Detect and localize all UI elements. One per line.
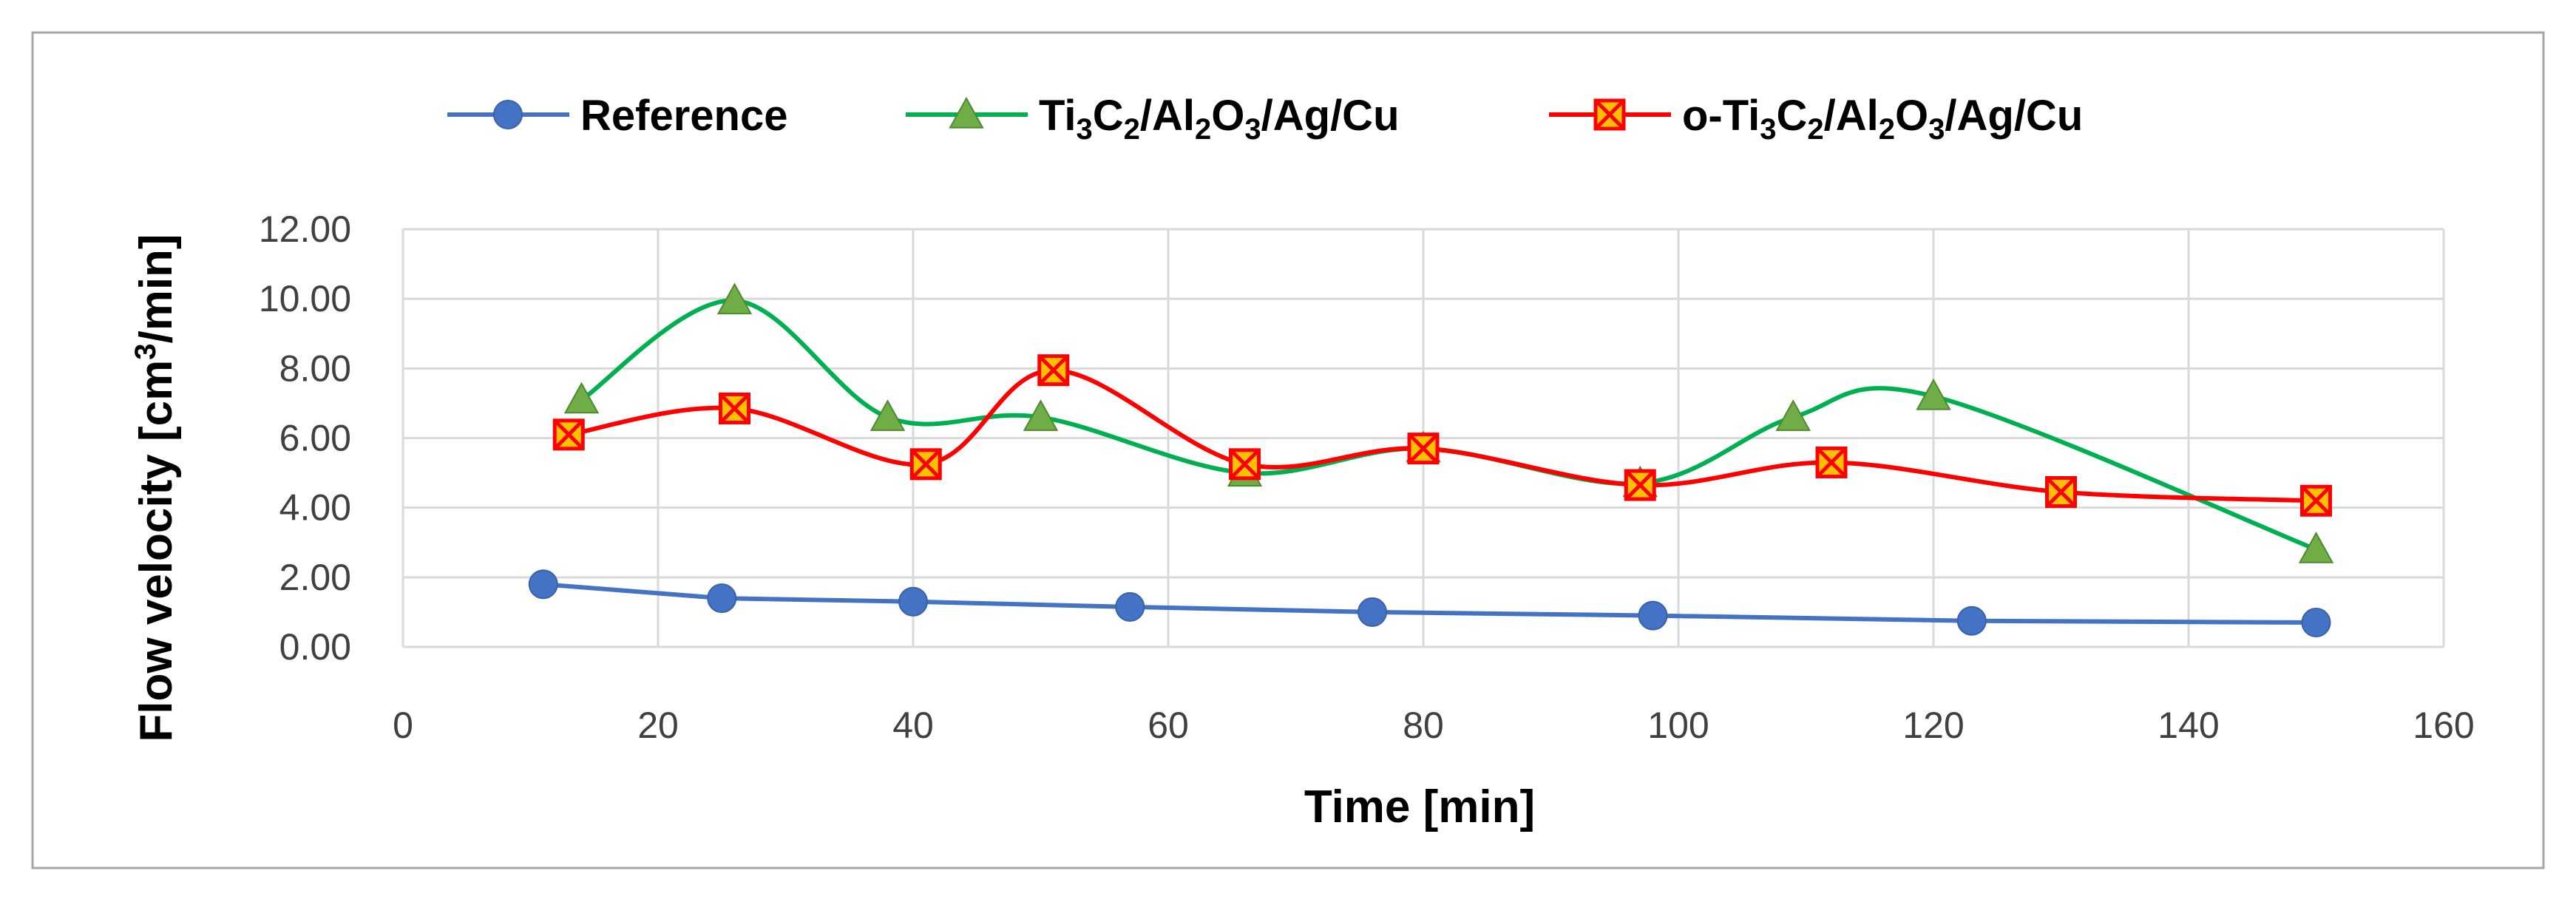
data-point-2 xyxy=(1815,446,1848,478)
data-point-2 xyxy=(2045,475,2077,508)
y-tick-label: 12.00 xyxy=(259,208,351,250)
legend-label-1: Ti3C2/Al2O3/Ag/Cu xyxy=(1039,92,1400,146)
legend-text: O xyxy=(1895,92,1928,140)
legend-text: C xyxy=(1777,92,1808,140)
x-tick-label: 100 xyxy=(1647,705,1709,746)
data-point-2 xyxy=(1037,354,1070,387)
data-point-0 xyxy=(707,583,737,614)
data-point-2 xyxy=(1407,433,1440,465)
data-point-0 xyxy=(1956,606,1987,636)
legend-subscript: 3 xyxy=(1928,113,1945,146)
legend-subscript: 2 xyxy=(1807,113,1823,146)
x-tick-label: 140 xyxy=(2158,705,2219,746)
data-point-0 xyxy=(528,569,558,600)
data-point-2 xyxy=(719,392,750,424)
y-tick-label: 6.00 xyxy=(279,418,351,459)
data-point-0 xyxy=(1638,600,1668,631)
data-point-2 xyxy=(909,448,942,481)
legend-text: o-Ti xyxy=(1682,92,1760,140)
series-layer xyxy=(528,282,2334,638)
legend: Reference Ti3C2/Al2O3/Ag/Cu o-Ti3C2/Al2O3/… xyxy=(447,92,2083,146)
axes: 0.00 2.00 4.00 6.00 8.00 10.00 12.00 0 20 40 60 80 1… xyxy=(259,208,2475,746)
data-point-2 xyxy=(1229,448,1261,481)
legend-text: /Al xyxy=(1140,92,1195,140)
legend-subscript: 2 xyxy=(1124,113,1140,146)
legend-text: /Al xyxy=(1824,92,1879,140)
data-point-0 xyxy=(1115,591,1145,622)
series-line-0 xyxy=(543,582,2316,625)
data-point-0 xyxy=(2301,608,2331,638)
legend-text: C xyxy=(1093,92,1124,140)
legend-text: Ti xyxy=(1039,92,1077,140)
x-tick-label: 0 xyxy=(393,705,413,746)
data-point-2-cross xyxy=(1037,354,1069,386)
data-point-2 xyxy=(2300,484,2332,517)
series-2 xyxy=(552,354,2332,517)
data-point-1 xyxy=(716,282,753,315)
legend-label-0: Reference xyxy=(580,92,787,140)
grid xyxy=(401,228,2445,648)
y-axis-title: Flow velocity [cm3/min] xyxy=(129,234,182,742)
y-tick-label: 0.00 xyxy=(279,626,351,668)
legend-item-2: o-Ti3C2/Al2O3/Ag/Cu xyxy=(1549,92,2083,146)
y-axis-title-rest: /min] xyxy=(131,234,182,343)
data-point-2 xyxy=(552,418,585,451)
data-point-2-cross xyxy=(1816,447,1847,478)
y-tick-label: 4.00 xyxy=(279,487,351,529)
legend-subscript: 2 xyxy=(1195,113,1211,146)
x-tick-label: 160 xyxy=(2413,705,2474,746)
data-point-2-cross xyxy=(1229,449,1261,480)
series-0 xyxy=(528,569,2331,638)
data-point-2-cross xyxy=(1408,433,1439,464)
data-point-2-cross xyxy=(553,419,585,450)
data-point-1 xyxy=(1023,399,1059,431)
legend-subscript: 3 xyxy=(1760,113,1776,146)
legend-item-1: Ti3C2/Al2O3/Ag/Cu xyxy=(906,92,1400,146)
data-point-2-cross xyxy=(910,449,942,480)
legend-marker-0 xyxy=(493,100,523,129)
y-axis-title-superscript: 3 xyxy=(129,344,162,360)
legend-marker-2-cross xyxy=(1594,99,1625,130)
y-tick-label: 10.00 xyxy=(259,278,351,319)
series-line-2 xyxy=(568,367,2316,503)
legend-marker-2 xyxy=(1593,98,1626,131)
x-axis-title: Time [min] xyxy=(1304,781,1535,833)
data-point-1 xyxy=(1775,399,1811,431)
legend-text: Reference xyxy=(580,92,787,140)
data-point-0 xyxy=(898,586,928,617)
data-point-1 xyxy=(2298,532,2334,563)
y-tick-label: 2.00 xyxy=(279,557,351,598)
legend-item-0: Reference xyxy=(447,92,787,140)
x-tick-label: 120 xyxy=(1902,705,1964,746)
data-point-2 xyxy=(1624,469,1656,501)
y-tick-label: 8.00 xyxy=(279,347,351,389)
x-tick-label: 60 xyxy=(1148,705,1189,746)
data-point-2-cross xyxy=(1624,469,1656,501)
x-tick-label: 40 xyxy=(892,705,934,746)
legend-text: O xyxy=(1211,92,1244,140)
legend-subscript: 3 xyxy=(1244,113,1261,146)
legend-subscript: 2 xyxy=(1879,113,1895,146)
legend-marker-1 xyxy=(949,96,984,129)
data-point-1 xyxy=(1916,378,1951,410)
legend-subscript: 3 xyxy=(1077,113,1093,146)
legend-label-2: o-Ti3C2/Al2O3/Ag/Cu xyxy=(1682,92,2083,146)
data-point-2-cross xyxy=(2045,476,2077,508)
data-point-1 xyxy=(870,399,906,431)
legend-text: /Ag/Cu xyxy=(1261,92,1400,140)
data-point-1 xyxy=(563,382,600,414)
x-tick-label: 80 xyxy=(1403,705,1444,746)
chart-border xyxy=(31,31,2545,869)
x-tick-label: 20 xyxy=(637,705,679,746)
data-point-2-cross xyxy=(2300,485,2332,517)
data-point-2-cross xyxy=(719,393,750,424)
legend-text: /Ag/Cu xyxy=(1945,92,2083,140)
data-point-0 xyxy=(1358,597,1387,627)
